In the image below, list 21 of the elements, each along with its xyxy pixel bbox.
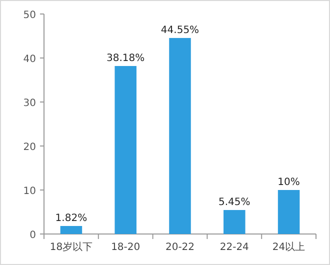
y-tick-label: 50	[23, 10, 36, 21]
y-tick-label: 40	[23, 54, 36, 65]
bar	[169, 38, 191, 234]
x-tick-label: 24以上	[272, 241, 306, 253]
bar	[278, 190, 300, 234]
y-tick-label: 10	[23, 186, 36, 197]
x-tick-label: 18岁以下	[50, 241, 93, 253]
bar	[60, 226, 82, 234]
x-tick-label: 22-24	[220, 242, 249, 253]
data-label: 38.18%	[106, 53, 145, 64]
y-tick-label: 30	[23, 98, 36, 109]
y-tick-label: 0	[30, 230, 36, 241]
bar	[224, 210, 246, 234]
bar	[114, 66, 136, 234]
data-label: 44.55%	[160, 24, 200, 36]
data-label: 10%	[278, 177, 300, 188]
data-label: 1.82%	[55, 212, 88, 224]
y-tick-label: 20	[23, 142, 36, 153]
x-tick-label: 20-22	[165, 242, 195, 253]
x-tick-label: 18-20	[111, 242, 140, 253]
data-label: 5.45%	[218, 197, 250, 208]
